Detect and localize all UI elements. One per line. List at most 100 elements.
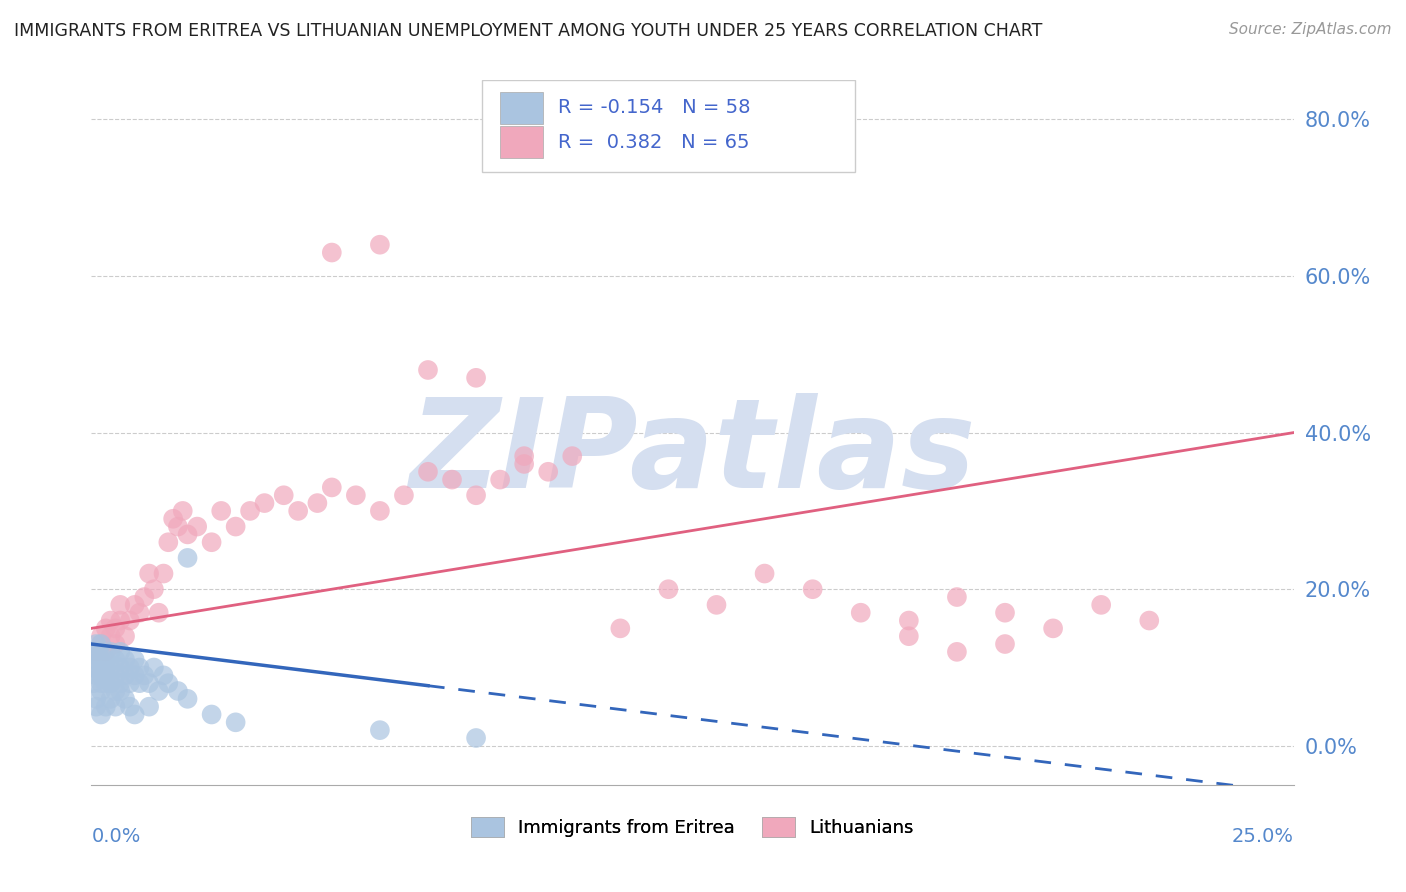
Point (994, 637, 1017, 651)
Point (118, 660, 141, 674)
Point (118, 676, 141, 690)
Point (465, 371, 488, 385)
Point (134, 668, 156, 682)
Point (90, 653, 112, 667)
Point (176, 550, 198, 565)
Point (138, 566, 160, 581)
Point (110, 684, 132, 698)
Point (90, 637, 112, 651)
Point (124, 707, 146, 722)
Point (84, 699, 107, 714)
Point (162, 512, 184, 526)
Point (84, 691, 107, 706)
Point (1137, 614, 1160, 628)
Point (946, 590, 969, 604)
Point (90, 637, 112, 651)
Point (110, 660, 132, 674)
Point (176, 691, 198, 706)
Point (157, 535, 180, 549)
Point (138, 699, 160, 714)
Point (83, 676, 105, 690)
Point (104, 699, 127, 714)
Point (239, 504, 262, 518)
Point (440, 473, 463, 487)
Text: R =  0.382   N = 65: R = 0.382 N = 65 (558, 133, 749, 152)
Point (90, 668, 112, 682)
Point (513, 457, 536, 471)
Point (148, 606, 170, 620)
Point (344, 488, 367, 502)
Point (94, 676, 117, 690)
Point (82, 660, 104, 674)
Point (706, 598, 728, 612)
Point (368, 723, 391, 738)
Point (657, 582, 679, 597)
Point (110, 598, 132, 612)
Point (172, 504, 194, 518)
Point (897, 629, 920, 643)
Point (201, 707, 224, 722)
Point (287, 504, 309, 518)
Point (465, 488, 488, 502)
Point (513, 449, 536, 463)
Point (307, 496, 329, 510)
Point (104, 684, 127, 698)
Text: 25.0%: 25.0% (1232, 827, 1294, 847)
Point (100, 691, 122, 706)
Point (465, 731, 488, 745)
Point (104, 621, 127, 635)
Point (152, 566, 174, 581)
Point (104, 668, 127, 682)
Point (114, 668, 136, 682)
Point (94, 645, 117, 659)
Point (100, 614, 122, 628)
Point (118, 699, 141, 714)
Point (84, 668, 107, 682)
Point (392, 488, 415, 502)
Point (114, 629, 136, 643)
Point (167, 684, 190, 698)
Point (849, 606, 872, 620)
Point (94, 668, 117, 682)
Point (142, 582, 165, 597)
Point (110, 676, 132, 690)
Point (110, 645, 132, 659)
Point (489, 473, 512, 487)
Point (100, 629, 122, 643)
Point (114, 691, 136, 706)
Text: IMMIGRANTS FROM ERITREA VS LITHUANIAN UNEMPLOYMENT AMONG YOUTH UNDER 25 YEARS CO: IMMIGRANTS FROM ERITREA VS LITHUANIAN UN… (14, 22, 1042, 40)
Point (104, 637, 127, 651)
Point (134, 590, 156, 604)
Point (128, 660, 150, 674)
Point (124, 668, 146, 682)
Point (104, 653, 127, 667)
Text: ZIPatlas: ZIPatlas (409, 393, 976, 515)
Point (253, 496, 276, 510)
Point (84, 645, 107, 659)
Point (90, 684, 112, 698)
Point (176, 527, 198, 541)
Point (321, 480, 343, 494)
Point (897, 614, 920, 628)
Point (754, 566, 776, 581)
Point (118, 614, 141, 628)
Point (94, 699, 117, 714)
Point (90, 676, 112, 690)
Point (128, 676, 150, 690)
Point (84, 653, 107, 667)
Point (209, 504, 232, 518)
Point (94, 653, 117, 667)
FancyBboxPatch shape (501, 92, 543, 124)
Point (1090, 598, 1112, 612)
Point (416, 363, 439, 377)
Point (110, 614, 132, 628)
Point (225, 519, 247, 533)
Point (138, 676, 160, 690)
Legend: Immigrants from Eritrea, Lithuanians: Immigrants from Eritrea, Lithuanians (463, 807, 922, 847)
Point (609, 621, 631, 635)
FancyBboxPatch shape (501, 126, 543, 159)
Point (124, 653, 146, 667)
Point (114, 653, 136, 667)
Point (167, 519, 190, 533)
Point (994, 606, 1017, 620)
